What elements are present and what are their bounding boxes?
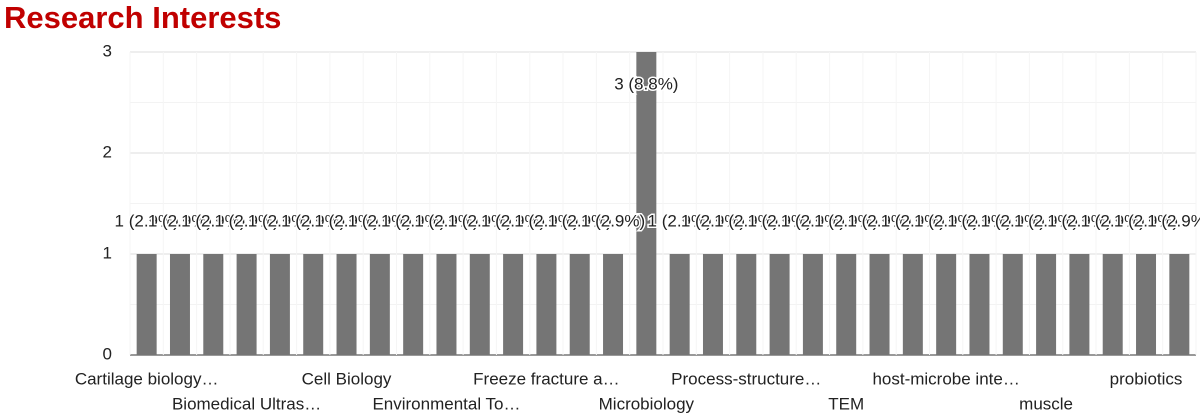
bar [902, 254, 923, 355]
data-label: 1 (2.9%) [481, 211, 545, 230]
x-tick-label: host-microbe inte… [872, 369, 1019, 388]
data-label: 1 (2.9%) [814, 211, 878, 230]
bar [603, 254, 624, 355]
data-label: 1 (2.9%) [148, 211, 212, 230]
data-label: 1 (2.9%) [947, 211, 1011, 230]
bar [936, 254, 957, 355]
bar [336, 254, 357, 355]
bar [436, 254, 457, 355]
bar [636, 52, 657, 355]
x-tick-label: Microbiology [599, 394, 695, 413]
x-tick-label: Biomedical Ultras… [172, 394, 321, 413]
x-tick-label: Cartilage biology… [75, 369, 219, 388]
y-tick-label: 0 [103, 344, 112, 363]
bar [1169, 254, 1190, 355]
data-label: 1 (2.9%) [1014, 211, 1078, 230]
bar [869, 254, 890, 355]
data-label: 1 (2.9%) [581, 211, 645, 230]
data-label: 1 (2.9%) [1114, 211, 1178, 230]
data-label: 1 (2.9%) [514, 211, 578, 230]
bar [236, 254, 257, 355]
data-label: 1 (2.9%) [881, 211, 945, 230]
bar [569, 254, 590, 355]
data-label: 1 (2.9%) [548, 211, 612, 230]
bar [1136, 254, 1157, 355]
data-label: 1 (2.9%) [747, 211, 811, 230]
x-tick-label: Process-structure… [671, 369, 821, 388]
bar [802, 254, 823, 355]
data-label: 1 (2.9%) [981, 211, 1045, 230]
bar [303, 254, 324, 355]
data-label: 1 (2.9%) [847, 211, 911, 230]
data-label: 1 (2.9%) [781, 211, 845, 230]
bar [369, 254, 390, 355]
bar [136, 254, 157, 355]
chart-title: Research Interests [4, 0, 281, 35]
bar [1102, 254, 1123, 355]
data-label: 1 (2.9%) [348, 211, 412, 230]
data-label: 1 (2.9%) [214, 211, 278, 230]
bar [503, 254, 524, 355]
data-label: 1 (2.9%) [1081, 211, 1145, 230]
bar [1036, 254, 1057, 355]
data-label: 1 (2.9%) [381, 211, 445, 230]
bar [1002, 254, 1023, 355]
y-tick-label: 2 [103, 142, 112, 161]
x-tick-label: Cell Biology [302, 369, 392, 388]
x-tick-label: TEM [828, 394, 864, 413]
data-label: 1 (2.9%) [448, 211, 512, 230]
data-label: 1 (2.9%) [314, 211, 378, 230]
bar [1069, 254, 1090, 355]
x-tick-label: probiotics [1110, 369, 1183, 388]
data-label: 1 (2.9%) [714, 211, 778, 230]
x-tick-label: Freeze fracture a… [473, 369, 619, 388]
bar [736, 254, 757, 355]
data-label: 1 (2.9%) [414, 211, 478, 230]
bar [269, 254, 290, 355]
bar [169, 254, 190, 355]
data-label: 1 (2.9%) [248, 211, 312, 230]
data-label: 1 (2.9%) [115, 211, 179, 230]
data-label: 1 (2.9%) [1047, 211, 1111, 230]
bar [536, 254, 557, 355]
data-label: 3 (8.8%) [614, 74, 678, 93]
bar [403, 254, 424, 355]
bar [469, 254, 490, 355]
bar [669, 254, 690, 355]
x-tick-label: muscle [1019, 394, 1073, 413]
data-label: 1 (2.9%) [181, 211, 245, 230]
bar [203, 254, 224, 355]
bar [836, 254, 857, 355]
bar [769, 254, 790, 355]
data-label: 1 (2.9%) [914, 211, 978, 230]
bar [969, 254, 990, 355]
bar [702, 254, 723, 355]
y-tick-label: 1 [103, 243, 112, 262]
data-label: 1 (2.9%) [648, 211, 712, 230]
y-tick-label: 3 [103, 41, 112, 60]
data-label: 1 (2.9%) [281, 211, 345, 230]
data-label: 1 (2.9%) [1147, 211, 1200, 230]
data-label: 1 (2.9%) [681, 211, 745, 230]
x-tick-label: Environmental To… [372, 394, 520, 413]
